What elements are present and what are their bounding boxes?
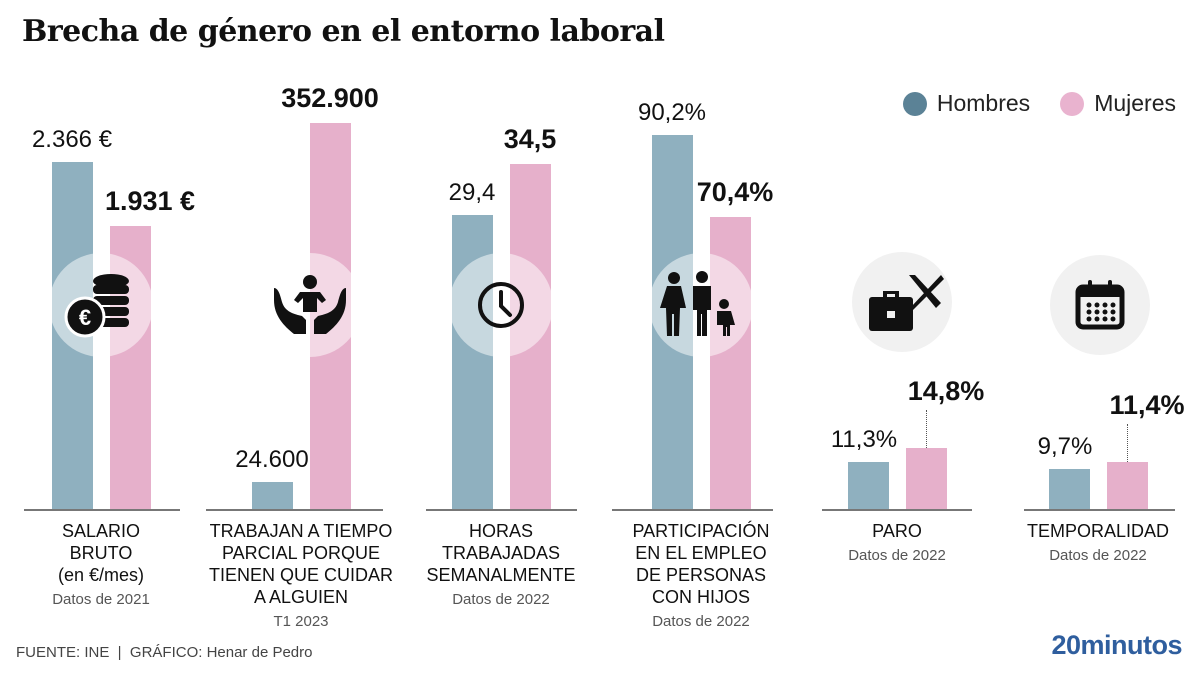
- icon-backdrop: [1050, 255, 1150, 355]
- data-year-note: Datos de 2022: [452, 591, 550, 608]
- value-label-hombres: 9,7%: [1037, 432, 1093, 460]
- logo: 20minutos: [1051, 630, 1182, 660]
- value-label-hombres: 24.600: [235, 446, 309, 474]
- category-label-line: TEMPORALIDAD: [1026, 521, 1170, 541]
- category-label-line: EN EL EMPLEO: [635, 543, 767, 563]
- axis-baseline: [612, 509, 773, 511]
- category-label-line: CON HIJOS: [651, 587, 750, 607]
- bar-mujeres: [1107, 461, 1148, 509]
- value-label-hombres: 2.366 €: [31, 126, 113, 153]
- category-label-line: TRABAJAN A TIEMPO: [209, 521, 393, 541]
- legend-swatch: [902, 91, 927, 116]
- category-label: TRABAJAN A TIEMPO PARCIAL PORQUE TIENEN QU…: [209, 520, 393, 633]
- value-label-hombres: 11,3%: [830, 426, 898, 454]
- category-label: PARTICIPACIÓN EN EL EMPLEO DE PERSONAS CON …: [632, 520, 769, 633]
- family-icon: [656, 270, 746, 345]
- legend: Hombres Mujeres: [902, 90, 1176, 117]
- value-label-hombres: 90,2%: [637, 98, 707, 126]
- category-label-line: TRABAJADAS: [441, 543, 561, 563]
- data-year-note: Datos de 2022: [1049, 547, 1147, 564]
- data-year-note: Datos de 2021: [52, 591, 150, 608]
- category-label-line: A ALGUIEN: [253, 587, 349, 607]
- legend-swatch: [1060, 91, 1085, 116]
- value-label-mujeres: 1.931 €: [104, 185, 196, 216]
- legend-item-mujeres: Mujeres: [1060, 90, 1176, 117]
- bar-mujeres: [906, 447, 947, 509]
- category-label-line: PARTICIPACIÓN: [632, 521, 770, 541]
- source-credit: FUENTE: INE | GRÁFICO: Henar de Pedro: [16, 644, 313, 661]
- category-label-line: DE PERSONAS: [635, 565, 767, 585]
- bar-hombres: [848, 462, 889, 509]
- data-year-note: Datos de 2022: [652, 613, 750, 630]
- category-label-line: SALARIO: [61, 521, 141, 541]
- category-label-line: (en €/mes): [57, 565, 145, 585]
- axis-baseline: [206, 509, 383, 511]
- value-label-hombres: 29,4: [448, 179, 496, 206]
- value-label-mujeres: 70,4%: [696, 176, 774, 207]
- calendar-icon: [1070, 275, 1130, 340]
- chart-title: Brecha de género en el entorno laboral: [22, 14, 665, 49]
- bar-hombres: [252, 482, 293, 509]
- data-year-note: T1 2023: [273, 613, 329, 630]
- category-label-line: PARO: [872, 521, 922, 541]
- legend-label: Mujeres: [1094, 90, 1176, 116]
- category-label-line: PARCIAL PORQUE: [221, 543, 381, 563]
- category-label: SALARIO BRUTO (en €/mes) Datos de 2021: [52, 520, 150, 611]
- axis-baseline: [24, 509, 180, 511]
- value-label-mujeres: 11,4%: [1109, 389, 1185, 420]
- legend-item-hombres: Hombres: [902, 90, 1031, 117]
- caring-hands-icon: [270, 270, 350, 345]
- data-year-note: Datos de 2022: [848, 547, 946, 564]
- euro-coins-icon: €: [61, 265, 141, 350]
- clock-icon: [471, 275, 531, 340]
- value-label-mujeres: 34,5: [503, 124, 557, 154]
- value-label-mujeres: 352.900: [281, 83, 379, 113]
- category-label: HORAS TRABAJADAS SEMANALMENTE Datos de 2022: [426, 520, 575, 611]
- category-label-line: HORAS: [468, 521, 533, 541]
- category-label: TEMPORALIDAD Datos de 2022: [1027, 520, 1169, 567]
- value-label-mujeres: 14,8%: [907, 375, 985, 406]
- bar-hombres: [1049, 468, 1090, 509]
- category-label-line: TIENEN QUE CUIDAR: [208, 565, 394, 585]
- category-label: PARO Datos de 2022: [848, 520, 946, 567]
- axis-baseline: [1024, 509, 1175, 511]
- briefcase-cross-icon: [857, 267, 947, 342]
- leader-line: [1127, 423, 1128, 462]
- leader-line: [926, 409, 927, 448]
- category-label-line: SEMANALMENTE: [426, 565, 576, 585]
- axis-baseline: [822, 509, 972, 511]
- axis-baseline: [426, 509, 577, 511]
- category-label-line: BRUTO: [69, 543, 133, 563]
- svg-text:€: €: [79, 305, 91, 330]
- legend-label: Hombres: [936, 90, 1031, 116]
